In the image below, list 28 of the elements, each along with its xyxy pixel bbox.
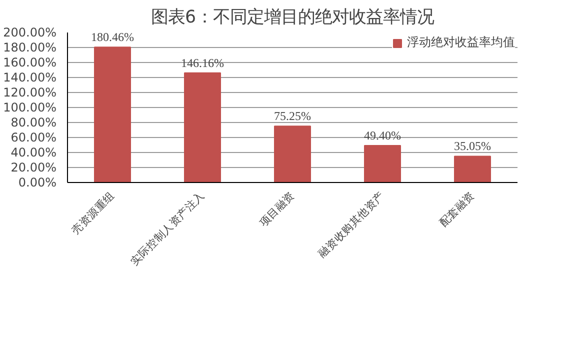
chart-title: 图表6：不同定增目的绝对收益率情况 xyxy=(150,8,434,28)
x-tick-label: 壳资源重组 xyxy=(69,188,118,237)
y-tick-label: 200.00% xyxy=(3,26,56,40)
y-tick-label: 0.00% xyxy=(18,176,57,190)
y-tick-label: 180.00% xyxy=(3,40,56,54)
x-tick-label: 融资收购其他资产 xyxy=(316,188,388,260)
data-label: 35.05% xyxy=(454,139,491,154)
data-label: 49.40% xyxy=(364,128,401,142)
bar xyxy=(184,72,221,182)
x-tick-label: 配套融资 xyxy=(436,188,478,230)
y-tick-label: 40.00% xyxy=(10,146,57,160)
data-label: 146.16% xyxy=(181,56,224,70)
x-tick-label: 实际控制人资产注入 xyxy=(128,188,208,268)
y-tick-label: 120.00% xyxy=(3,86,56,100)
x-tick-label: 项目融资 xyxy=(256,188,298,230)
y-tick-label: 60.00% xyxy=(10,130,57,144)
legend-label: 浮动绝对收益率均值 xyxy=(407,34,515,51)
bar xyxy=(94,46,131,182)
y-tick-label: 20.00% xyxy=(10,160,57,174)
bar xyxy=(274,126,311,182)
y-tick-label: 160.00% xyxy=(3,56,56,70)
data-label: 75.25% xyxy=(274,109,311,124)
y-tick-label: 140.00% xyxy=(3,70,56,84)
bar xyxy=(454,156,491,182)
data-label: 180.46% xyxy=(91,30,134,44)
y-tick-label: 100.00% xyxy=(3,100,56,114)
bar xyxy=(364,144,401,182)
y-tick-label: 80.00% xyxy=(10,116,57,130)
